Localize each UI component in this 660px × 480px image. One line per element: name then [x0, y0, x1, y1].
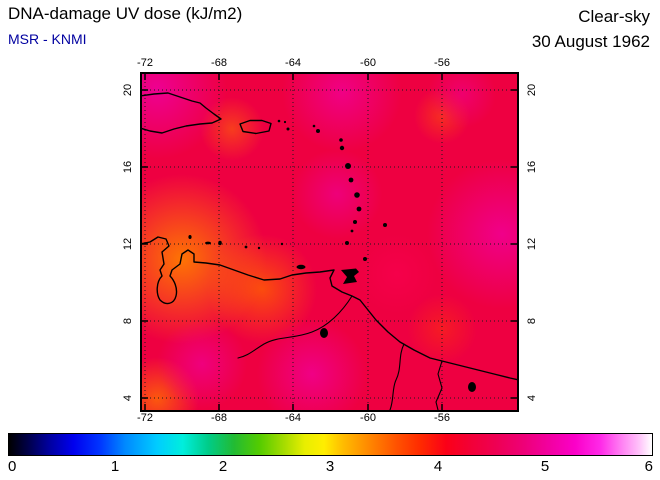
coast-hispaniola	[142, 92, 222, 134]
uv-dose-field	[142, 74, 517, 410]
colorbar-tick-label: 6	[644, 458, 653, 475]
coastlines	[142, 92, 517, 410]
date-label: 30 August 1962	[531, 32, 650, 51]
lat-tick-label-left: 20	[122, 83, 134, 97]
page-title: DNA-damage UV dose (kJ/m2)	[8, 4, 243, 23]
lon-tick-label-bottom: -60	[360, 412, 376, 424]
lake-brokopondo	[468, 382, 476, 392]
lat-tick-label-right: 12	[526, 237, 538, 251]
colorbar-tick-label: 5	[540, 458, 550, 475]
colorbar-tick-label: 2	[218, 458, 228, 475]
lon-tick-label-top: -56	[434, 57, 450, 69]
lon-tick-label-bottom: -56	[434, 412, 450, 424]
lat-tick-label-right: 20	[526, 83, 538, 97]
island-trinidad	[341, 268, 359, 284]
colorbar-tick-label: 4	[433, 458, 443, 475]
colorbar-tick-label: 1	[110, 458, 120, 475]
lat-tick-label-left: 8	[122, 317, 134, 325]
lat-tick-label-left: 4	[122, 394, 134, 402]
river-essequibo	[389, 343, 405, 410]
lat-tick-label-left: 12	[122, 237, 134, 251]
lat-tick-label-right: 4	[526, 394, 538, 402]
colorbar-tick-label: 3	[325, 458, 335, 475]
lon-tick-label-bottom: -72	[137, 412, 153, 424]
lon-tick-label-top: -60	[360, 57, 376, 69]
data-source-label: MSR - KNMI	[8, 31, 87, 47]
lon-tick-label-bottom: -64	[285, 412, 301, 424]
coast-south-america	[142, 236, 517, 381]
lon-tick-label-top: -72	[137, 57, 153, 69]
sky-condition-label: Clear-sky	[578, 7, 650, 26]
lon-tick-label-bottom: -68	[211, 412, 227, 424]
islands	[188, 119, 476, 392]
header-right: Clear-sky 30 August 1962	[532, 4, 650, 54]
axis-ticks	[142, 74, 517, 410]
lat-tick-label-right: 16	[526, 160, 538, 174]
colorbar-gradient	[8, 433, 653, 456]
lat-tick-label-right: 8	[526, 317, 538, 325]
lake-guri	[320, 328, 328, 338]
river-courantyne	[435, 360, 443, 410]
lon-tick-label-top: -64	[285, 57, 301, 69]
colorbar-tick-label: 0	[8, 458, 17, 475]
map-plot-area	[140, 72, 519, 412]
coast-puerto-rico	[239, 119, 272, 135]
lat-tick-label-left: 16	[122, 160, 134, 174]
lon-tick-label-top: -68	[211, 57, 227, 69]
map-overlay-svg	[142, 74, 517, 410]
river-orinoco	[237, 295, 353, 359]
